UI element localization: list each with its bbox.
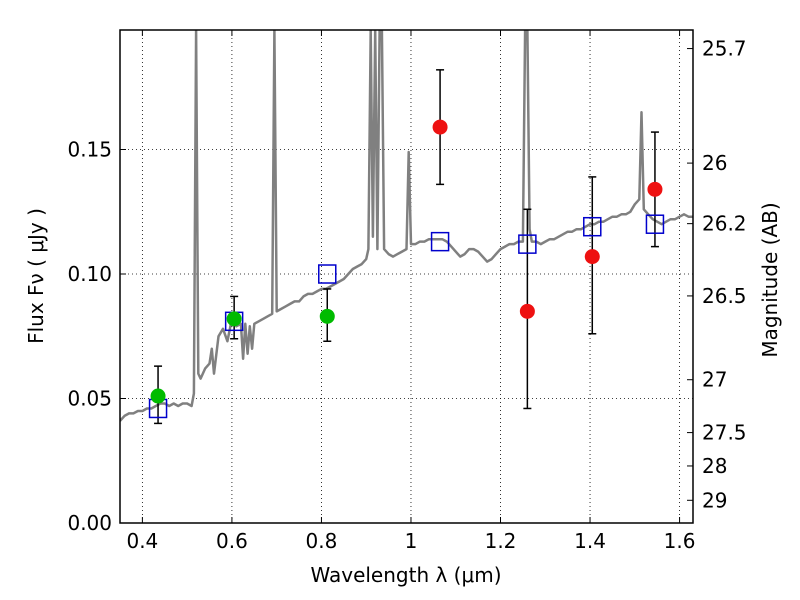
x-tick-label: 1.2 [485,529,517,553]
y-tick-label: 0.15 [67,138,112,162]
y-right-tick-label: 25.7 [702,37,747,61]
y-tick-label: 0.10 [67,262,112,286]
y-right-tick-label: 26 [702,151,727,175]
y-right-tick-label: 26.5 [702,284,747,308]
model-box-point [518,234,537,254]
y-right-tick-label: 27.5 [702,421,747,445]
red-point [647,181,663,197]
plot-frame [119,29,694,524]
y-axis-label: Flux Fν ( μJy ) [24,208,48,344]
red-point [432,119,448,135]
y-right-tick-label: 26.2 [702,212,747,236]
green-point [226,311,242,327]
plot-area [120,30,693,523]
x-tick-label: 0.4 [126,529,158,553]
y-axis-right-label: Magnitude (AB) [758,202,782,357]
model-spectrum-line [120,30,693,422]
y-right-tick-label: 27 [702,368,727,392]
green-point [319,308,335,324]
model-box-point [430,231,450,252]
x-tick-label: 1 [405,529,418,553]
x-axis-label: Wavelength λ (μm) [310,563,501,587]
model-box-point [583,216,602,237]
green-point [150,388,166,404]
tick-group: 0.4 0.6 0.8 1 1.2 1.4 1.6 0.00 0.05 0.10 0.15 25.7 2… [67,30,747,553]
x-tick-label: 0.6 [216,529,248,553]
y-right-tick-label: 28 [702,454,727,478]
x-tick-label: 0.8 [306,529,338,553]
data-markers [148,69,665,425]
red-point [584,249,600,265]
x-tick-label: 1.6 [664,529,696,553]
model-box-point [318,264,337,284]
x-tick-label: 1.4 [574,529,606,553]
model-box-point [645,214,665,234]
y-tick-label: 0.05 [67,387,112,411]
red-point [519,303,535,319]
y-tick-label: 0.00 [67,511,112,535]
y-right-tick-label: 29 [702,488,727,512]
model-spectrum [120,30,693,422]
